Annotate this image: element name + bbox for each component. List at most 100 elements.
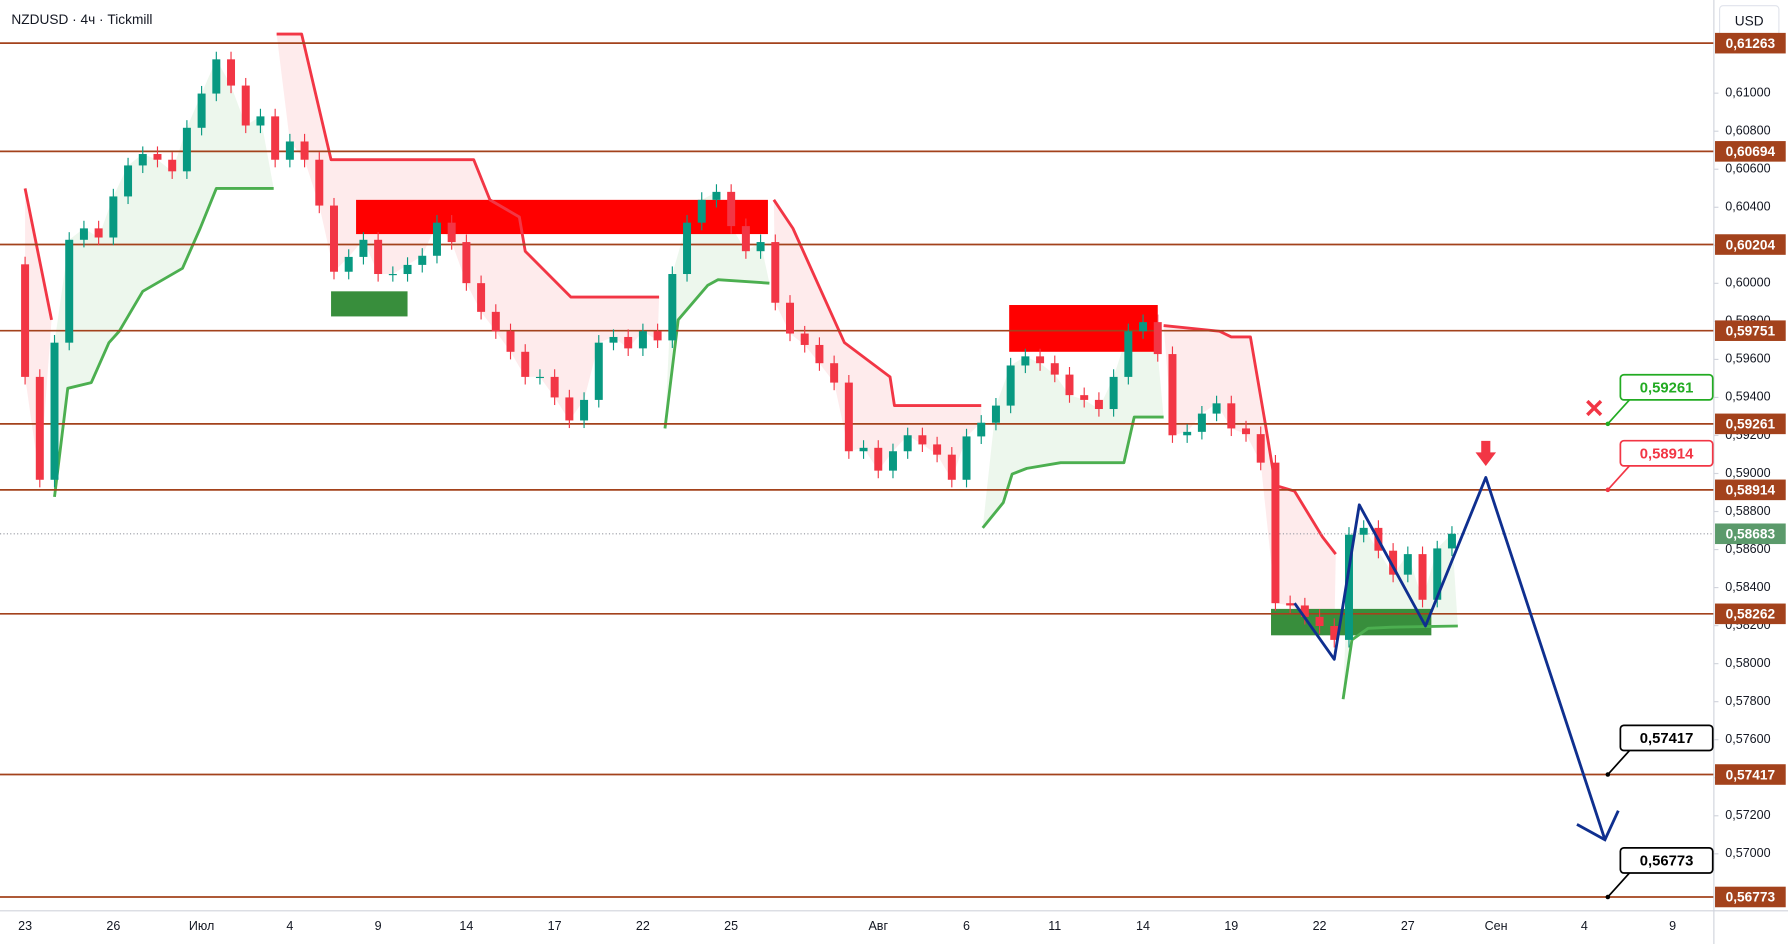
y-tick-label: 0,57800 [1725,694,1770,708]
candle-body [50,342,59,480]
chart-title: NZDUSD · 4ч · Tickmill [11,12,152,27]
callout-label: 0,57417 [1640,731,1694,747]
candle-body [786,302,794,334]
candle-body [1286,603,1295,606]
candle-body [1050,363,1059,375]
callout-pointer [1607,465,1631,491]
candle-body [580,399,589,421]
candle-body [771,242,780,303]
candle-body [432,222,441,256]
callout-label: 0,58914 [1640,446,1694,462]
candle-body [918,435,927,445]
x-tick-label: 4 [1581,919,1588,933]
level-badge [1715,32,1786,54]
callout-dot [1605,894,1611,900]
x-tick-label: 9 [1669,919,1676,933]
candle-body [241,85,250,126]
level-badge [1715,413,1786,435]
y-tick-label: 0,59000 [1725,466,1770,480]
candle-body [1418,554,1427,600]
x-tick-label: 4 [286,919,293,933]
candle-body [21,264,30,377]
candle-body [1168,354,1177,436]
candle-body [1433,548,1442,600]
candle-body [668,274,677,341]
level-badge [1715,234,1786,255]
candle-body [1344,534,1353,640]
callout-dot [1605,421,1611,427]
candle-body [800,333,809,345]
candle-body [79,228,88,240]
zone [356,199,768,235]
candle-body [1359,527,1368,535]
x-tick-label: 22 [636,919,650,933]
candle-body [1212,403,1221,414]
candle-body [256,116,265,126]
level-badge [1715,764,1786,785]
zone [1009,305,1158,352]
callout-pointer [1607,872,1631,898]
x-tick-label: Авг [868,919,888,933]
x-tick-label: 17 [548,919,562,933]
candle-body [1006,365,1015,406]
candle-body [815,344,824,364]
supertrend-line [276,32,660,299]
candle-body [638,331,647,349]
candle-body [521,351,530,377]
x-tick-label: 11 [1048,919,1061,933]
x-tick-label: 25 [724,919,738,933]
supertrend-line [1341,624,1458,700]
candle-body [1065,374,1074,396]
level-label: 0,59261 [1726,417,1776,432]
y-tick-label: 0,58600 [1725,542,1770,556]
supertrend-line [23,188,53,321]
candle-body [874,447,883,471]
candle-body [1242,428,1251,435]
candle-body [1139,322,1148,332]
forecast-path [1293,476,1607,841]
cancel-mark [1586,399,1603,417]
candle-body [1315,616,1324,627]
candle-body [285,141,294,160]
callout-box [1619,439,1714,467]
level-label: 0,61263 [1726,36,1776,51]
callout-label: 0,56773 [1640,853,1694,869]
candle-body [1271,462,1280,604]
supertrend-line [663,278,770,429]
trend-fill [25,188,52,480]
candle-body [447,222,456,243]
level-label: 0,56773 [1726,890,1776,905]
candle-body [1124,331,1133,377]
last-price-label: 0,58683 [1726,527,1776,542]
callout-pointer [1607,749,1631,776]
candle-body [344,256,353,272]
candle-body [1036,356,1045,364]
candle-body [624,336,633,349]
candle-body [315,159,324,206]
callout-box [1619,724,1714,752]
level-label: 0,60204 [1726,237,1776,252]
candle-body [462,242,471,284]
candle-body [977,422,986,437]
y-tick-label: 0,60600 [1725,162,1770,176]
candle-body [477,283,486,312]
candle-body [1094,399,1103,410]
y-tick-label: 0,58000 [1725,656,1770,670]
x-tick-label: 23 [18,919,32,933]
candle-body [109,196,118,238]
y-tick-label: 0,57200 [1725,808,1770,822]
candle-body [1227,403,1236,429]
candle-body [844,382,853,452]
candle-body [506,331,515,352]
candle-body [182,127,191,172]
candle-body [1109,376,1118,410]
level-badge [1715,320,1786,341]
candle-body [94,228,103,238]
candle-body [65,239,74,343]
y-tick-label: 0,59600 [1725,352,1770,366]
y-tick-label: 0,58800 [1725,504,1770,518]
level-badge [1715,141,1786,162]
